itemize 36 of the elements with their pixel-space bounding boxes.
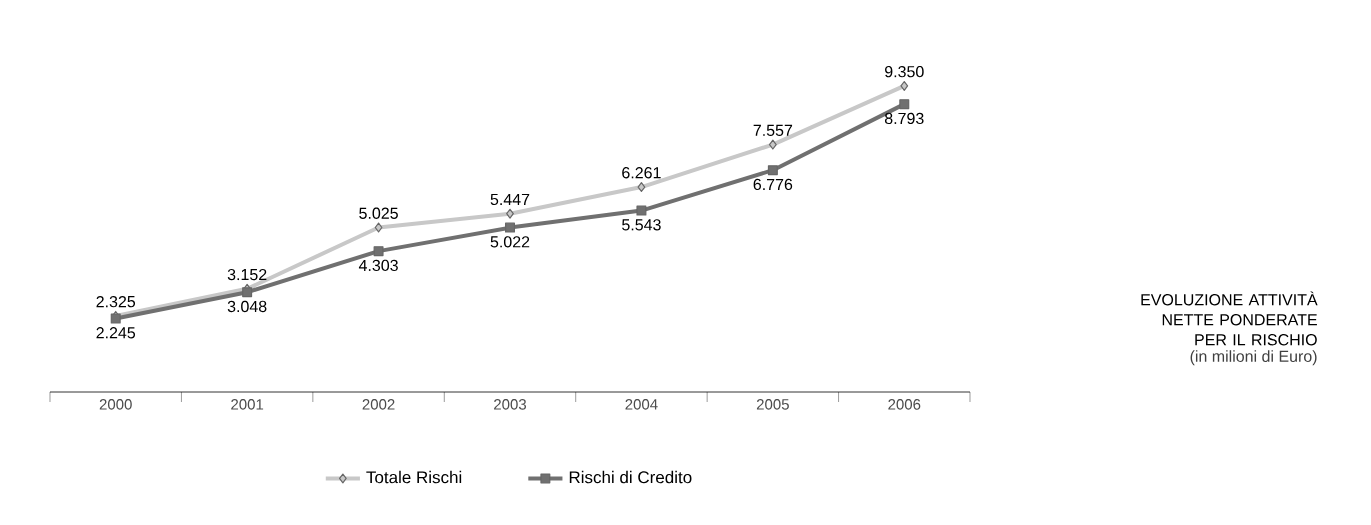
point [506,208,514,219]
x-tick-label: 2000 [99,399,132,410]
point [899,99,910,110]
x-tick-label: 2005 [756,399,789,410]
data-label: 5.022 [490,236,530,248]
point [373,246,384,257]
x-tick-label: 2003 [494,399,527,410]
point [768,139,777,150]
text: EVOLUZIONE ATTIVITÀ NETTE PONDERATE PER IL RISCHIO [1141,291,1318,346]
point [767,165,778,176]
point [505,222,515,233]
x-tick-label: 2004 [625,399,658,410]
data-label: 3.152 [227,268,267,281]
data-label: 6.776 [753,178,793,191]
point [242,287,253,298]
point [900,80,909,91]
data-label: 2.325 [96,295,136,308]
data-label: 5.025 [359,207,398,219]
data-label: 2.245 [96,327,136,339]
data-label: 5.543 [622,219,661,231]
legend-label: Rischi di Credito [569,470,692,484]
point [637,182,646,193]
x-tick-label: 2001 [231,399,264,410]
legend-label: Totale Rischi [366,470,462,484]
text: (in milioni di Euro) [1190,350,1317,366]
data-label: 5.447 [490,193,530,206]
data-label: 3.048 [227,300,267,313]
data-label: 6.261 [622,167,661,179]
point [636,205,647,216]
data-label: 8.793 [884,112,924,125]
x-tick-label: 2002 [362,399,395,410]
point [374,222,383,233]
data-label: 9.350 [885,65,924,78]
data-label: 7.557 [753,124,793,137]
data-label: 4.303 [358,259,398,272]
x-tick-label: 2006 [888,399,921,410]
